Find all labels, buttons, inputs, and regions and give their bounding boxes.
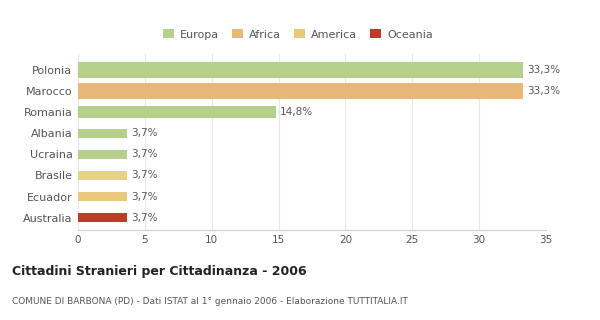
Bar xyxy=(78,213,127,222)
Bar xyxy=(78,84,523,99)
Text: 33,3%: 33,3% xyxy=(527,86,560,96)
Text: 3,7%: 3,7% xyxy=(131,213,158,223)
Text: 3,7%: 3,7% xyxy=(131,149,158,159)
Text: 33,3%: 33,3% xyxy=(527,65,560,75)
Text: COMUNE DI BARBONA (PD) - Dati ISTAT al 1° gennaio 2006 - Elaborazione TUTTITALIA: COMUNE DI BARBONA (PD) - Dati ISTAT al 1… xyxy=(12,297,408,306)
Bar xyxy=(78,192,127,201)
Bar xyxy=(78,150,127,159)
Text: 14,8%: 14,8% xyxy=(280,107,313,117)
Bar xyxy=(78,129,127,138)
Legend: Europa, Africa, America, Oceania: Europa, Africa, America, Oceania xyxy=(158,25,437,44)
Text: 3,7%: 3,7% xyxy=(131,128,158,138)
Bar xyxy=(78,106,276,118)
Text: Cittadini Stranieri per Cittadinanza - 2006: Cittadini Stranieri per Cittadinanza - 2… xyxy=(12,265,307,278)
Text: 3,7%: 3,7% xyxy=(131,192,158,202)
Text: 3,7%: 3,7% xyxy=(131,171,158,180)
Bar xyxy=(78,171,127,180)
Bar xyxy=(78,62,523,77)
